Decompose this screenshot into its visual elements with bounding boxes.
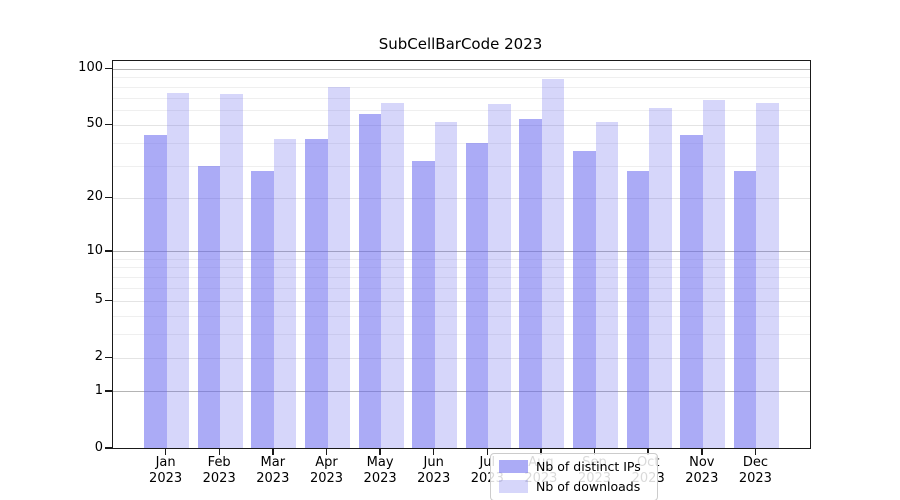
x-tick-mark [218, 448, 220, 455]
x-tick-mark [701, 448, 703, 455]
x-tick-label-jan: Jan 2023 [149, 455, 183, 486]
plot-area: Nb of distinct IPs Nb of downloads [112, 60, 811, 500]
x-tick-mark [272, 448, 274, 455]
bar-distinct-ips-mar [251, 171, 274, 448]
y-tick-mark [105, 390, 112, 392]
gridline-y-2 [113, 357, 810, 359]
bar-distinct-ips-dec [733, 171, 757, 448]
x-tick-mark [432, 448, 435, 455]
y-tick-label-2: 2 [94, 349, 103, 365]
x-tick-label-jun: Jun 2023 [417, 455, 451, 486]
y-tick-mark [105, 447, 112, 449]
y-tick-mark [105, 196, 112, 199]
bar-downloads-aug [541, 79, 565, 448]
gridline-y-1 [113, 391, 810, 392]
gridline-y-5 [113, 300, 810, 302]
legend-item-downloads: Nb of downloads [499, 479, 649, 494]
bar-downloads-dec [756, 102, 779, 448]
y-tick-mark [105, 250, 112, 252]
legend: Nb of distinct IPs Nb of downloads [490, 453, 658, 500]
bar-distinct-ips-apr [305, 138, 328, 448]
x-tick-mark [379, 448, 381, 455]
gridline-y-10 [113, 251, 810, 252]
legend-label-distinct-ips: Nb of distinct IPs [536, 459, 641, 474]
gridline-y-8 [113, 267, 810, 269]
gridline-y-80 [113, 86, 810, 88]
gridline-y-50 [113, 124, 810, 126]
bar-distinct-ips-oct [626, 171, 650, 448]
y-tick-label-0: 0 [94, 439, 103, 455]
y-tick-mark [105, 123, 112, 126]
gridline-y-30 [113, 165, 810, 167]
gridline-y-40 [113, 142, 810, 144]
y-tick-label-20: 20 [86, 189, 103, 205]
x-tick-mark [325, 448, 328, 455]
bar-downloads-sep [595, 121, 618, 448]
bar-distinct-ips-sep [573, 151, 596, 448]
x-tick-label-may: May 2023 [363, 455, 397, 486]
gridline-y-6 [113, 288, 810, 290]
y-tick-label-5: 5 [94, 292, 103, 308]
bar-distinct-ips-jun [412, 160, 435, 448]
x-tick-mark [164, 448, 167, 455]
legend-item-distinct-ips: Nb of distinct IPs [499, 459, 649, 474]
x-tick-mark [754, 448, 757, 455]
bar-distinct-ips-jul [465, 142, 489, 448]
chart-title: SubCellBarCode 2023 [378, 35, 543, 53]
x-tick-label-feb: Feb 2023 [202, 455, 236, 486]
gridline-y-60 [113, 110, 810, 112]
gridline-y-3 [113, 334, 810, 336]
gridline-y-90 [113, 77, 810, 79]
y-tick-mark [105, 67, 112, 70]
x-tick-label-mar: Mar 2023 [256, 455, 290, 486]
x-tick-mark [647, 448, 649, 455]
y-tick-label-100: 100 [78, 60, 103, 76]
bar-distinct-ips-may [358, 114, 382, 448]
legend-label-downloads: Nb of downloads [536, 479, 641, 494]
gridline-y-9 [113, 258, 810, 260]
y-tick-label-50: 50 [86, 116, 103, 132]
x-tick-mark [540, 448, 542, 455]
bar-downloads-jan [166, 93, 190, 448]
bar-downloads-oct [649, 107, 672, 448]
gridline-y-100 [113, 68, 810, 70]
legend-swatch-downloads [499, 480, 528, 493]
x-tick-label-dec: Dec 2023 [738, 455, 772, 486]
legend-swatch-distinct-ips [499, 460, 528, 473]
gridline-y-4 [113, 315, 810, 317]
bar-downloads-nov [702, 100, 726, 448]
x-tick-label-apr: Apr 2023 [309, 455, 344, 486]
bar-downloads-jul [488, 103, 511, 448]
x-tick-mark [486, 448, 489, 455]
bar-downloads-mar [273, 138, 297, 448]
bar-downloads-apr [327, 86, 350, 448]
gridline-y-20 [113, 197, 810, 199]
x-tick-mark [593, 448, 596, 455]
y-tick-mark [105, 356, 112, 359]
y-tick-mark [105, 299, 112, 302]
gridline-y-70 [113, 97, 810, 99]
y-tick-label-10: 10 [86, 242, 103, 258]
gridline-y-7 [113, 277, 810, 279]
bar-distinct-ips-nov [680, 135, 703, 448]
x-tick-label-nov: Nov 2023 [685, 455, 719, 486]
bar-downloads-feb [220, 94, 243, 448]
bar-distinct-ips-feb [197, 165, 221, 448]
y-tick-label-1: 1 [94, 382, 103, 398]
bar-downloads-jun [434, 121, 458, 448]
bar-distinct-ips-jan [144, 135, 167, 448]
bar-distinct-ips-aug [519, 118, 542, 448]
bar-downloads-may [381, 102, 404, 448]
